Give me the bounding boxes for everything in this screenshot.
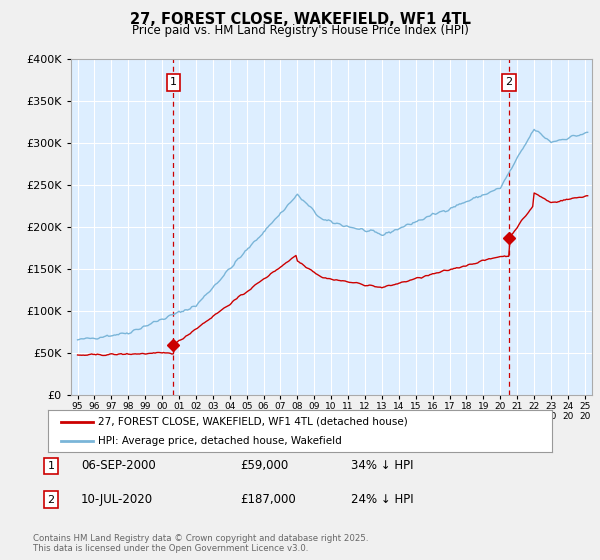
Text: 27, FOREST CLOSE, WAKEFIELD, WF1 4TL (detached house): 27, FOREST CLOSE, WAKEFIELD, WF1 4TL (de… (98, 417, 408, 427)
Text: 10-JUL-2020: 10-JUL-2020 (81, 493, 153, 506)
Text: £187,000: £187,000 (240, 493, 296, 506)
Text: £59,000: £59,000 (240, 459, 288, 473)
Text: 1: 1 (170, 77, 177, 87)
Text: 06-SEP-2000: 06-SEP-2000 (81, 459, 156, 473)
Text: 27, FOREST CLOSE, WAKEFIELD, WF1 4TL: 27, FOREST CLOSE, WAKEFIELD, WF1 4TL (130, 12, 470, 27)
Text: 34% ↓ HPI: 34% ↓ HPI (351, 459, 413, 473)
Text: 1: 1 (47, 461, 55, 471)
Text: Contains HM Land Registry data © Crown copyright and database right 2025.
This d: Contains HM Land Registry data © Crown c… (33, 534, 368, 553)
Text: 2: 2 (47, 494, 55, 505)
Text: Price paid vs. HM Land Registry's House Price Index (HPI): Price paid vs. HM Land Registry's House … (131, 24, 469, 37)
Text: HPI: Average price, detached house, Wakefield: HPI: Average price, detached house, Wake… (98, 436, 342, 446)
Text: 2: 2 (506, 77, 512, 87)
Text: 24% ↓ HPI: 24% ↓ HPI (351, 493, 413, 506)
